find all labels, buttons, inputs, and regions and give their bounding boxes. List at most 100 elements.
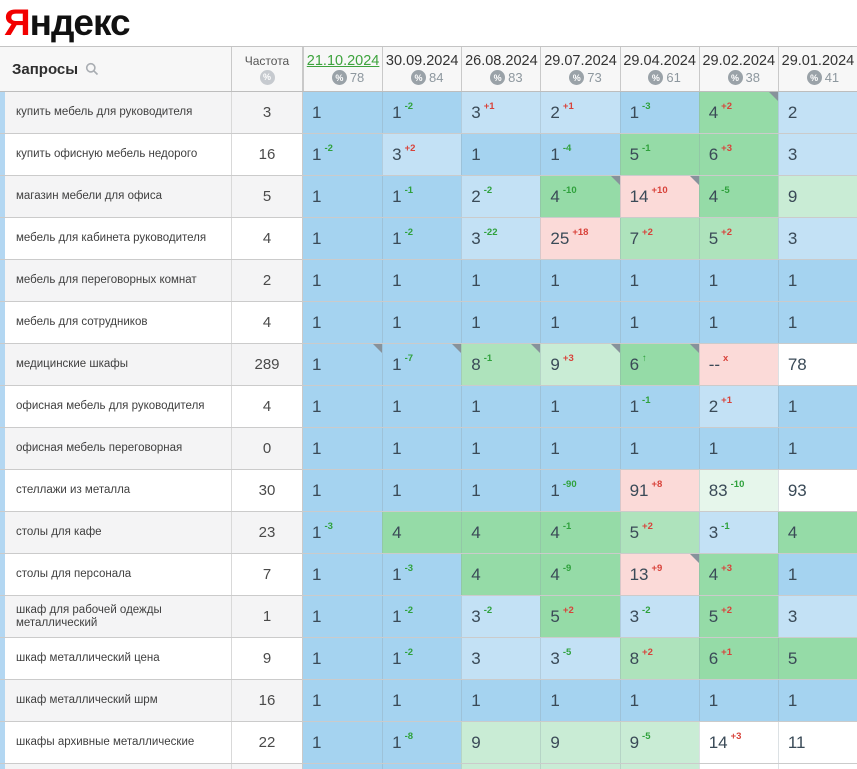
position-cell[interactable]: 1 [303, 428, 383, 469]
position-cell[interactable]: 1 -90 [540, 470, 620, 511]
query-label[interactable]: шкаф металлический цена [0, 638, 232, 679]
position-cell[interactable]: 9 +3 [540, 344, 620, 385]
position-cell[interactable]: 14 +10 [619, 176, 699, 217]
position-cell[interactable]: 1 [461, 680, 541, 721]
position-cell[interactable]: 1 -3 [303, 512, 383, 553]
position-cell[interactable]: 11 [777, 722, 857, 763]
date-column-header[interactable]: 29.01.2024 % 41 [777, 47, 857, 91]
query-label[interactable]: мебель для переговорных комнат [0, 260, 232, 301]
position-cell[interactable]: 13 +9 [619, 554, 699, 595]
position-cell[interactable]: 1 [382, 260, 462, 301]
position-cell[interactable]: 1 [461, 260, 541, 301]
position-cell[interactable]: 78 [777, 344, 857, 385]
position-cell[interactable]: 1 [698, 260, 778, 301]
date-label[interactable]: 29.01.2024 [781, 53, 855, 69]
position-cell[interactable]: 1 -1 [382, 176, 462, 217]
position-cell[interactable]: 3 [777, 134, 857, 175]
position-cell[interactable]: 1 -8 [382, 722, 462, 763]
note-marker-icon[interactable] [689, 344, 699, 353]
date-label[interactable]: 26.08.2024 [465, 53, 538, 69]
position-cell[interactable]: 5 +2 [619, 512, 699, 553]
position-cell[interactable]: 1 -2 [382, 638, 462, 679]
position-cell[interactable]: 5 [777, 638, 857, 679]
position-cell[interactable]: 1 [382, 302, 462, 343]
position-cell[interactable]: 1 -7 [382, 344, 462, 385]
position-cell[interactable]: 9 [540, 722, 620, 763]
position-cell[interactable]: 8 -1 [461, 344, 541, 385]
position-cell[interactable]: 1 -2 [382, 596, 462, 637]
position-cell[interactable]: 9 -5 [619, 722, 699, 763]
position-cell[interactable]: 3 [777, 596, 857, 637]
position-cell[interactable]: 1 [698, 680, 778, 721]
position-cell[interactable]: 6 ↑ [619, 344, 699, 385]
position-cell[interactable]: 2 +1 [698, 386, 778, 427]
position-cell[interactable] [540, 764, 620, 769]
position-cell[interactable]: 1 -2 [382, 218, 462, 259]
position-cell[interactable]: 3 -5 [540, 638, 620, 679]
note-marker-icon[interactable] [689, 554, 699, 563]
position-cell[interactable]: 1 [382, 470, 462, 511]
query-label[interactable]: шкаф металлический шрм [0, 680, 232, 721]
note-marker-icon[interactable] [373, 344, 383, 353]
position-cell[interactable]: 4 -5 [698, 176, 778, 217]
position-cell[interactable]: 3 -2 [461, 596, 541, 637]
position-cell[interactable] [777, 764, 857, 769]
position-cell[interactable]: 1 [777, 386, 857, 427]
date-column-header[interactable]: 29.04.2024 % 61 [619, 47, 699, 91]
position-cell[interactable]: 25 +18 [540, 218, 620, 259]
query-label[interactable]: магазин мебели для офиса [0, 176, 232, 217]
note-marker-icon[interactable] [768, 92, 778, 101]
position-cell[interactable]: 1 [540, 386, 620, 427]
position-cell[interactable]: 4 +3 [698, 554, 778, 595]
position-cell[interactable]: 1 [461, 134, 541, 175]
position-cell[interactable]: 1 [303, 680, 383, 721]
position-cell[interactable]: 1 [777, 680, 857, 721]
position-cell[interactable] [698, 764, 778, 769]
position-cell[interactable]: 1 [619, 260, 699, 301]
position-cell[interactable]: 1 [540, 680, 620, 721]
position-cell[interactable]: -- x [698, 344, 778, 385]
date-label[interactable]: 21.10.2024 [306, 53, 380, 69]
position-cell[interactable]: 5 -1 [619, 134, 699, 175]
date-label[interactable]: 29.07.2024 [544, 53, 617, 69]
position-cell[interactable]: 1 [777, 554, 857, 595]
position-cell[interactable]: 1 [382, 680, 462, 721]
position-cell[interactable]: 4 +2 [698, 92, 778, 133]
position-cell[interactable]: 1 [303, 722, 383, 763]
position-cell[interactable]: 2 [777, 92, 857, 133]
position-cell[interactable]: 1 [540, 302, 620, 343]
position-cell[interactable]: 14 +3 [698, 722, 778, 763]
date-column-header[interactable]: 26.08.2024 % 83 [461, 47, 541, 91]
position-cell[interactable]: 3 -22 [461, 218, 541, 259]
position-cell[interactable]: 4 [461, 554, 541, 595]
position-cell[interactable]: 7 +2 [619, 218, 699, 259]
position-cell[interactable]: 1 [303, 260, 383, 301]
position-cell[interactable]: 1 [303, 596, 383, 637]
position-cell[interactable]: 3 [461, 638, 541, 679]
query-label[interactable]: медицинские шкафы [0, 344, 232, 385]
position-cell[interactable]: 1 -4 [540, 134, 620, 175]
position-cell[interactable]: 1 [303, 302, 383, 343]
query-label[interactable]: столы для кафе [0, 512, 232, 553]
position-cell[interactable]: 1 [461, 428, 541, 469]
position-cell[interactable]: 1 [303, 638, 383, 679]
position-cell[interactable]: 2 -2 [461, 176, 541, 217]
position-cell[interactable]: 6 +3 [698, 134, 778, 175]
position-cell[interactable]: 8 +2 [619, 638, 699, 679]
query-label[interactable]: шкафы архивные металлические [0, 722, 232, 763]
query-label[interactable]: столы для персонала [0, 554, 232, 595]
position-cell[interactable]: 3 +1 [461, 92, 541, 133]
query-label[interactable]: шкаф для рабочей одежды металлический [0, 596, 232, 637]
position-cell[interactable]: 83 -10 [698, 470, 778, 511]
position-cell[interactable]: 1 -3 [619, 92, 699, 133]
date-column-header[interactable]: 21.10.2024 % 78 [303, 47, 383, 91]
position-cell[interactable]: 5 +2 [540, 596, 620, 637]
position-cell[interactable]: 3 -2 [619, 596, 699, 637]
frequency-source-icon[interactable]: % [259, 69, 275, 85]
position-cell[interactable]: 1 [461, 302, 541, 343]
note-marker-icon[interactable] [531, 344, 541, 353]
position-cell[interactable]: 4 -10 [540, 176, 620, 217]
position-cell[interactable]: 1 [461, 470, 541, 511]
position-cell[interactable]: 1 [540, 428, 620, 469]
query-label[interactable]: мебель для сотрудников [0, 302, 232, 343]
